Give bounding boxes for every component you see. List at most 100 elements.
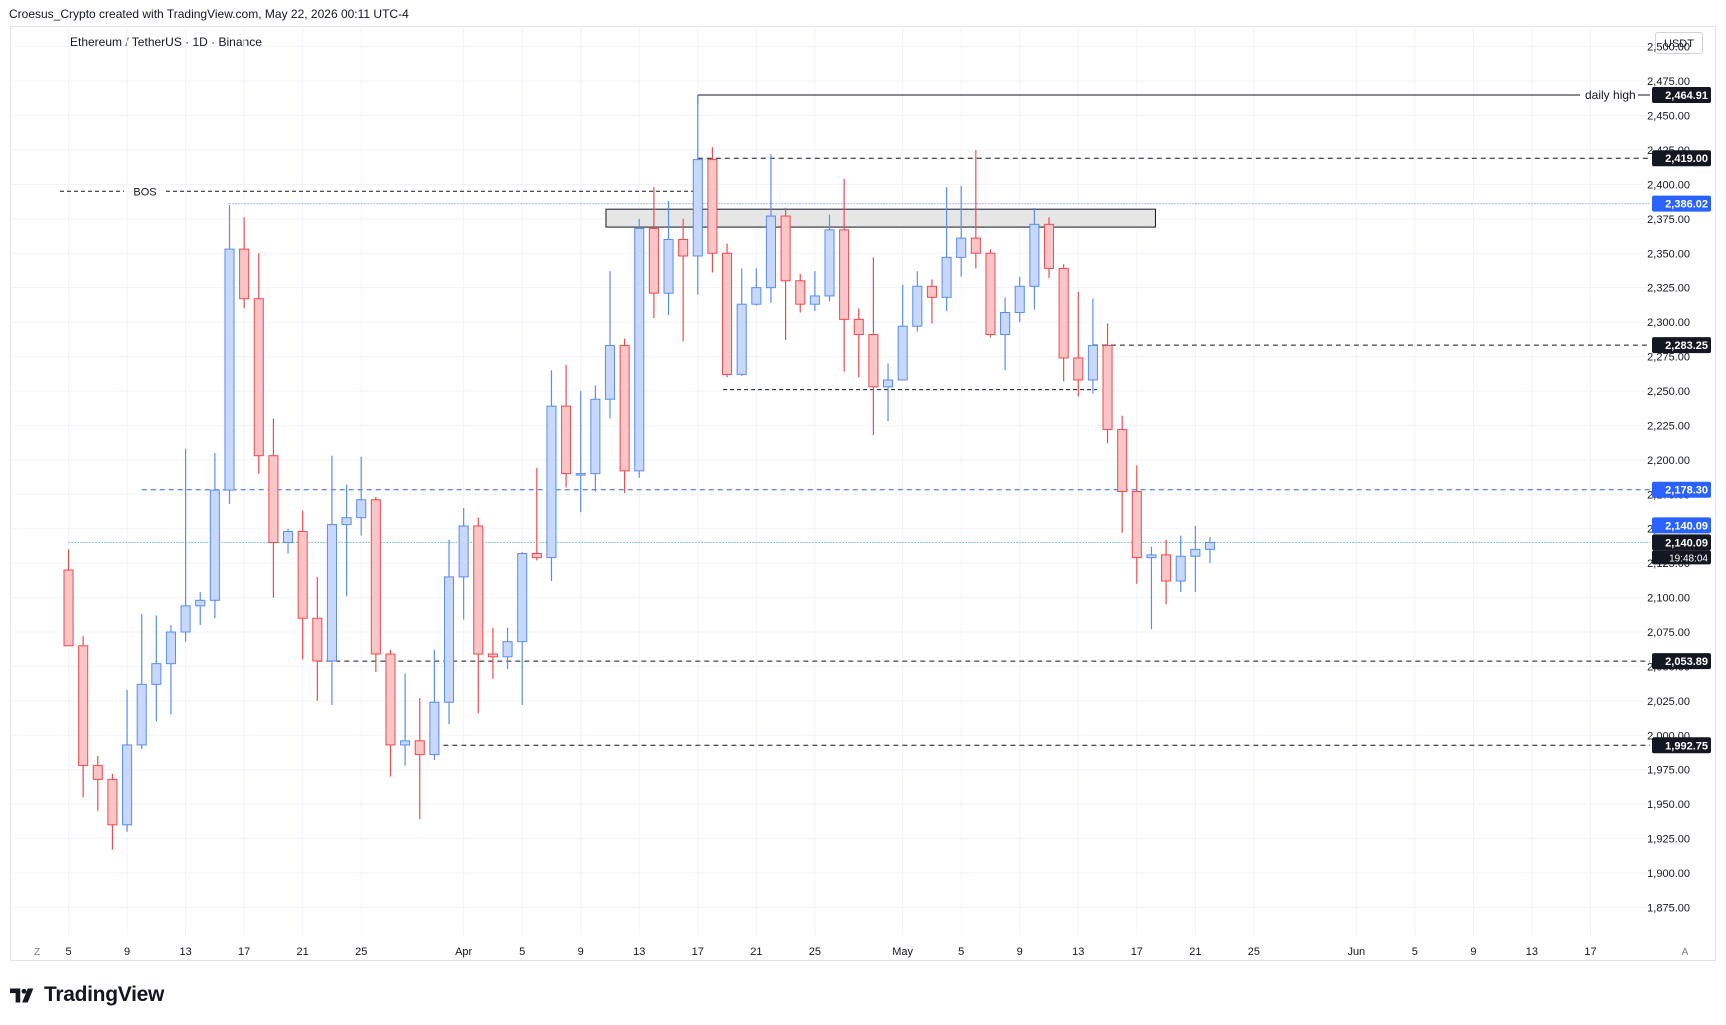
candle-body xyxy=(736,303,747,375)
candle-body xyxy=(722,252,733,375)
bos-label: BOS xyxy=(133,186,156,198)
candle-body xyxy=(926,285,937,298)
candle-body xyxy=(1146,554,1157,559)
candle-body xyxy=(1204,541,1216,550)
date-tick-label: 21 xyxy=(297,946,309,958)
date-tick-label: 21 xyxy=(1189,946,1201,958)
auto-scale-right-label[interactable]: A xyxy=(1682,947,1689,958)
candle-body xyxy=(414,740,425,756)
price-tick-label: 2,250.00 xyxy=(1647,386,1690,398)
date-tick-label: 5 xyxy=(519,946,525,958)
date-tick-label: 13 xyxy=(179,946,191,958)
chart-frame[interactable] xyxy=(10,26,1716,961)
candle-body xyxy=(195,599,206,607)
tradingview-logo[interactable]: TradingView xyxy=(10,983,164,1007)
candle-body xyxy=(970,237,981,254)
candle-body xyxy=(1029,223,1040,287)
candle-body xyxy=(151,663,162,685)
candle-body xyxy=(268,455,279,543)
price-tick-label: 2,450.00 xyxy=(1647,111,1690,123)
price-badge xyxy=(1652,86,1711,103)
candle-body xyxy=(283,530,294,543)
price-tick-label: 2,275.00 xyxy=(1647,352,1690,364)
price-badge xyxy=(1652,653,1711,670)
candle-body xyxy=(1117,429,1128,493)
candle-body xyxy=(897,325,908,381)
candle-body xyxy=(224,248,235,491)
price-tick-label: 1,900.00 xyxy=(1647,868,1690,880)
price-axis[interactable]: 1,875.00 1,900.00 1,925.00 1,950.00 1,975.00… xyxy=(1647,42,1690,915)
candle-body xyxy=(839,229,850,320)
candle-body xyxy=(941,256,952,298)
countdown-label: 19:48:04 xyxy=(1669,553,1708,564)
candle-body xyxy=(370,499,381,655)
candle-body xyxy=(487,653,498,658)
candle-body xyxy=(707,159,718,254)
price-tick-label: 2,400.00 xyxy=(1647,179,1690,191)
time-axis[interactable]: 5 9 13 17 21 25 Apr 5 9 13 17 21 25 May 5 9 13 17 21 25 Jun 5… xyxy=(65,946,1596,958)
candle-body xyxy=(1190,548,1201,557)
tradingview-brand: TradingView xyxy=(44,983,165,1006)
date-tick-label: 5 xyxy=(958,946,964,958)
candle-body xyxy=(429,701,440,756)
price-tick-label: 2,100.00 xyxy=(1647,593,1690,605)
date-tick-label: 9 xyxy=(578,946,584,958)
date-tick-label: 17 xyxy=(692,946,704,958)
countdown-badge xyxy=(1652,550,1711,565)
price-badge-label: 2,140.09 xyxy=(1665,537,1708,549)
candle-body xyxy=(765,215,777,289)
date-tick-label: 25 xyxy=(355,946,367,958)
price-tick-label: 2,300.00 xyxy=(1647,317,1690,329)
price-badge xyxy=(1652,337,1711,354)
price-tick-label: 2,375.00 xyxy=(1647,214,1690,226)
candle-body xyxy=(604,345,616,400)
candle-body xyxy=(1161,554,1172,582)
candle-body xyxy=(546,405,557,559)
grid xyxy=(10,26,1650,935)
last-price-label: 2,140.09 xyxy=(1665,520,1708,532)
candle-body xyxy=(882,379,894,388)
candle-body xyxy=(1102,345,1113,431)
candle-body xyxy=(502,641,513,658)
candle-body xyxy=(824,229,835,297)
candle-body xyxy=(956,237,967,258)
candle-body xyxy=(590,398,601,475)
candle-body xyxy=(795,280,806,305)
daily-high-label: daily high xyxy=(1585,88,1636,102)
price-badge-label: 2,386.02 xyxy=(1665,199,1708,211)
candle-body xyxy=(356,499,367,519)
candle-body xyxy=(443,576,455,703)
candle-body xyxy=(1058,267,1069,359)
price-badge xyxy=(1652,195,1711,212)
candle-body xyxy=(1087,345,1098,381)
price-badge-label: 2,053.89 xyxy=(1665,656,1708,668)
candle-body xyxy=(985,252,996,336)
date-tick-label: 17 xyxy=(1584,946,1596,958)
candle-body xyxy=(517,552,528,643)
date-tick-label: 21 xyxy=(750,946,762,958)
chart-credit: Croesus_Crypto created with TradingView.… xyxy=(9,7,409,21)
candles xyxy=(63,94,1216,850)
price-tick-label: 2,475.00 xyxy=(1647,76,1690,88)
auto-scale-left-label[interactable]: Z xyxy=(34,947,40,958)
date-tick-label: 17 xyxy=(1131,946,1143,958)
date-tick-label: Jun xyxy=(1347,946,1365,958)
candle-body xyxy=(63,569,74,647)
date-tick-label: 25 xyxy=(809,946,821,958)
candle-body xyxy=(458,525,469,578)
price-badge xyxy=(1652,481,1711,498)
candle-body xyxy=(326,524,337,662)
candle-body xyxy=(1043,223,1055,269)
date-tick-label: 13 xyxy=(1526,946,1538,958)
currency-selector[interactable]: USDT xyxy=(1655,32,1703,54)
price-tick-label: 2,350.00 xyxy=(1647,248,1690,260)
candle-body xyxy=(561,405,572,475)
symbol-title[interactable]: Ethereum / TetherUS · 1D · Binance xyxy=(70,35,262,49)
candle-body xyxy=(1000,311,1011,336)
candle-body xyxy=(1014,285,1025,313)
date-tick-label: 5 xyxy=(1412,946,1418,958)
price-badge xyxy=(1652,534,1711,551)
date-tick-label: 5 xyxy=(65,946,71,958)
price-tick-label: 1,925.00 xyxy=(1647,834,1690,846)
